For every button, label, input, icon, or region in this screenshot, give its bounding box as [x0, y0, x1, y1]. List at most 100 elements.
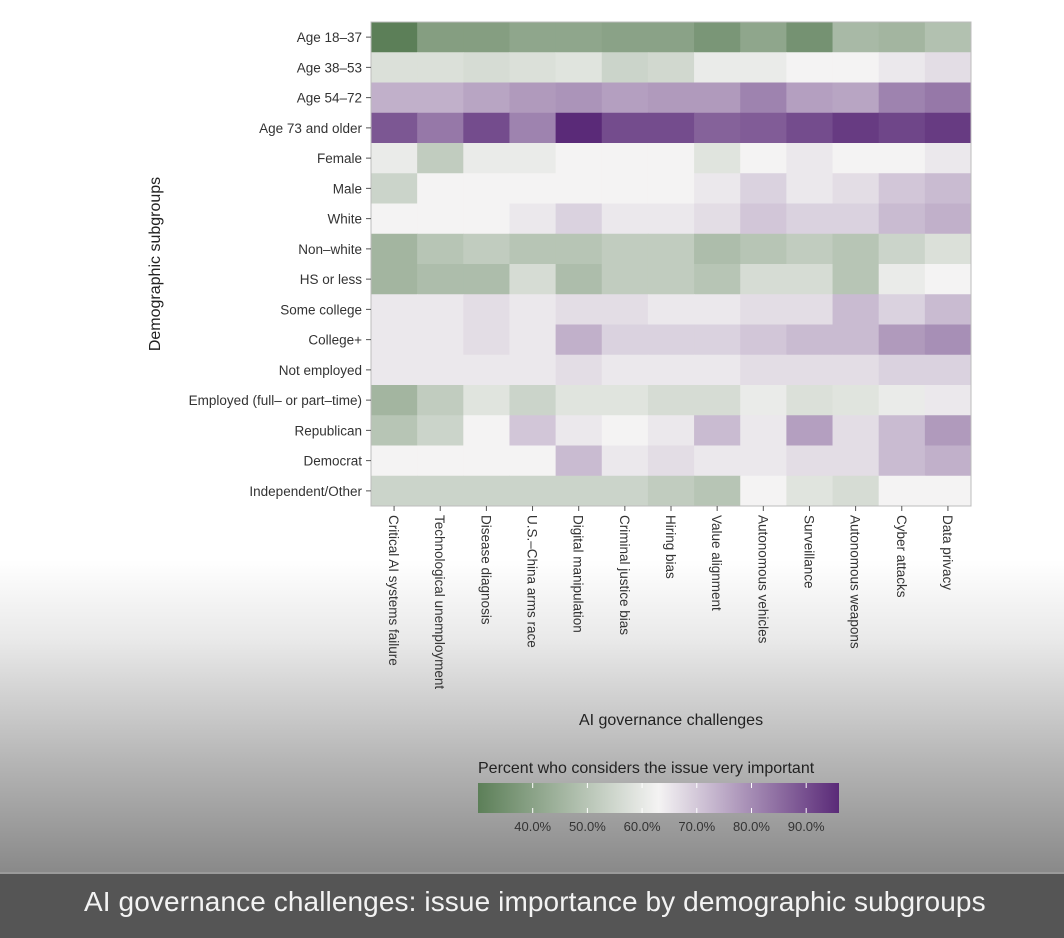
- row-label: Age 54–72: [297, 91, 362, 106]
- heatmap-cell: [832, 52, 880, 83]
- heatmap-cell: [832, 415, 880, 446]
- row-label: Employed (full– or part–time): [189, 393, 362, 408]
- heatmap-cell: [647, 445, 695, 477]
- heatmap-cell: [832, 233, 880, 265]
- heatmap-cell: [555, 445, 603, 477]
- heatmap-cell: [371, 264, 418, 295]
- heatmap-cell: [555, 385, 603, 416]
- heatmap-cell: [371, 143, 418, 174]
- heatmap-cell: [924, 203, 972, 235]
- heatmap-cell: [555, 324, 603, 356]
- heatmap-cell: [463, 324, 510, 356]
- heatmap-cell: [786, 52, 834, 83]
- row-label: White: [327, 212, 362, 227]
- column-label: Digital manipulation: [571, 515, 586, 633]
- heatmap-cell: [740, 203, 787, 235]
- heatmap-cell: [740, 52, 787, 83]
- heatmap-cell: [509, 143, 557, 174]
- heatmap-cell: [555, 203, 603, 235]
- heatmap-cell: [463, 294, 510, 325]
- heatmap-cell: [878, 354, 926, 386]
- heatmap-cell: [463, 354, 510, 386]
- heatmap-cell: [555, 143, 603, 174]
- heatmap-cell: [371, 445, 418, 477]
- heatmap-cell: [601, 112, 649, 144]
- column-label: Critical AI systems failure: [386, 515, 401, 666]
- heatmap-cell: [417, 324, 464, 356]
- heatmap-cell: [647, 354, 695, 386]
- heatmap-cell: [694, 82, 741, 114]
- heatmap-cell: [555, 22, 603, 53]
- heatmap-cell: [740, 22, 787, 53]
- heatmap-cell: [463, 173, 510, 204]
- heatmap-cell: [740, 385, 787, 416]
- row-label: Republican: [294, 423, 362, 438]
- heatmap-cell: [647, 52, 695, 83]
- heatmap-cell: [371, 233, 418, 265]
- row-label: College+: [308, 333, 362, 348]
- heatmap-cell: [509, 112, 557, 144]
- heatmap-cell: [924, 294, 972, 325]
- heatmap-cell: [647, 324, 695, 356]
- heatmap-cell: [878, 324, 926, 356]
- heatmap-cell: [694, 143, 741, 174]
- heatmap-cell: [417, 475, 464, 507]
- legend-tick-label: 40.0%: [514, 819, 551, 834]
- heatmap-cell: [647, 264, 695, 295]
- heatmap-cell: [371, 385, 418, 416]
- heatmap-cell: [463, 52, 510, 83]
- heatmap-cell: [417, 415, 464, 446]
- heatmap-cell: [740, 354, 787, 386]
- heatmap-cell: [509, 445, 557, 477]
- row-label: Age 73 and older: [259, 121, 362, 136]
- heatmap-cell: [509, 52, 557, 83]
- heatmap-cell: [924, 324, 972, 356]
- heatmap-cell: [832, 264, 880, 295]
- heatmap-cell: [832, 203, 880, 235]
- heatmap-cell: [417, 264, 464, 295]
- heatmap-cell: [694, 264, 741, 295]
- heatmap-cell: [924, 112, 972, 144]
- heatmap-cell: [601, 22, 649, 53]
- heatmap-cell: [740, 264, 787, 295]
- heatmap-cell: [786, 233, 834, 265]
- heatmap-cell: [924, 354, 972, 386]
- heatmap-cell: [878, 445, 926, 477]
- heatmap-cell: [417, 112, 464, 144]
- heatmap-cell: [509, 294, 557, 325]
- legend-tick-label: 50.0%: [569, 819, 606, 834]
- heatmap-cell: [417, 385, 464, 416]
- heatmap-cell: [601, 82, 649, 114]
- heatmap-cell: [463, 385, 510, 416]
- column-labels: Critical AI systems failure Technological…: [386, 506, 955, 689]
- heatmap-cell: [463, 445, 510, 477]
- legend-title: Percent who considers the issue very imp…: [478, 760, 815, 777]
- column-label: Cyber attacks: [894, 515, 909, 598]
- heatmap-cell: [555, 112, 603, 144]
- heatmap-cell: [786, 264, 834, 295]
- column-label: Autonomous weapons: [848, 515, 863, 649]
- heatmap-cell: [417, 52, 464, 83]
- heatmap-cell: [555, 354, 603, 386]
- heatmap-cell: [786, 354, 834, 386]
- heatmap-cell: [371, 173, 418, 204]
- heatmap-cell: [786, 173, 834, 204]
- column-label: Hiring bias: [663, 515, 678, 579]
- heatmap-cell: [924, 445, 972, 477]
- heatmap-cell: [786, 324, 834, 356]
- heatmap-cell: [740, 233, 787, 265]
- legend-tick-label: 70.0%: [678, 819, 715, 834]
- y-axis-title: Demographic subgroups: [147, 177, 164, 351]
- heatmap-cell: [832, 112, 880, 144]
- heatmap-cell: [786, 22, 834, 53]
- heatmap-cell: [417, 173, 464, 204]
- heatmap-cell: [509, 385, 557, 416]
- heatmap-cell: [740, 445, 787, 477]
- heatmap-cell: [509, 22, 557, 53]
- heatmap-cell: [924, 143, 972, 174]
- heatmap-cell: [694, 203, 741, 235]
- row-labels: Age 18–37 Age 38–53 Age 54–72 Age 73 and ol…: [189, 30, 371, 499]
- row-label: Age 38–53: [297, 60, 362, 75]
- heatmap-cell: [601, 143, 649, 174]
